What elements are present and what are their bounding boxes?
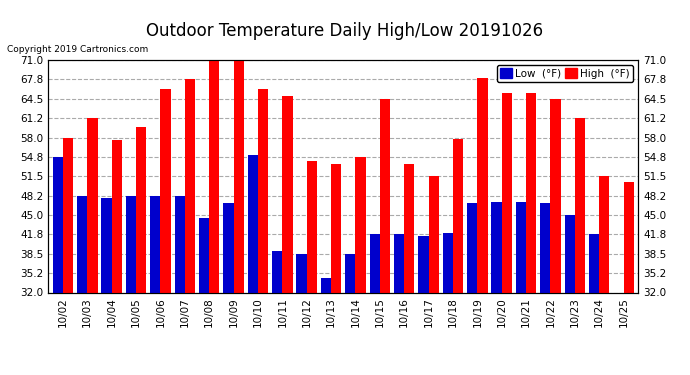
Bar [370,234,380,292]
Bar [258,88,268,292]
Bar [63,138,73,292]
Bar [77,196,88,292]
Bar [234,60,244,292]
Bar [199,218,209,292]
Text: Outdoor Temperature Daily High/Low 20191026: Outdoor Temperature Daily High/Low 20191… [146,22,544,40]
Bar [282,96,293,292]
Bar [404,164,415,292]
Legend: Low  (°F), High  (°F): Low (°F), High (°F) [497,65,633,82]
Bar [136,128,146,292]
Bar [307,161,317,292]
Bar [491,202,502,292]
Bar [224,203,234,292]
Bar [589,234,599,292]
Bar [380,99,390,292]
Bar [467,203,477,292]
Bar [175,196,185,292]
Bar [551,99,561,292]
Bar [418,236,428,292]
Bar [477,78,488,292]
Bar [272,251,282,292]
Bar [394,234,404,292]
Bar [443,233,453,292]
Bar [52,157,63,292]
Bar [150,196,161,292]
Bar [540,203,551,292]
Bar [126,196,136,292]
Bar [88,118,97,292]
Bar [453,139,463,292]
Bar [297,254,307,292]
Bar [599,176,609,292]
Bar [101,198,112,292]
Text: Copyright 2019 Cartronics.com: Copyright 2019 Cartronics.com [7,45,148,54]
Bar [502,93,512,292]
Bar [185,79,195,292]
Bar [428,176,439,292]
Bar [516,202,526,292]
Bar [526,93,536,292]
Bar [564,215,575,292]
Bar [345,254,355,292]
Bar [624,182,634,292]
Bar [209,60,219,292]
Bar [321,278,331,292]
Bar [161,88,170,292]
Bar [575,118,585,292]
Bar [248,155,258,292]
Bar [331,164,342,292]
Bar [112,141,122,292]
Bar [355,157,366,292]
